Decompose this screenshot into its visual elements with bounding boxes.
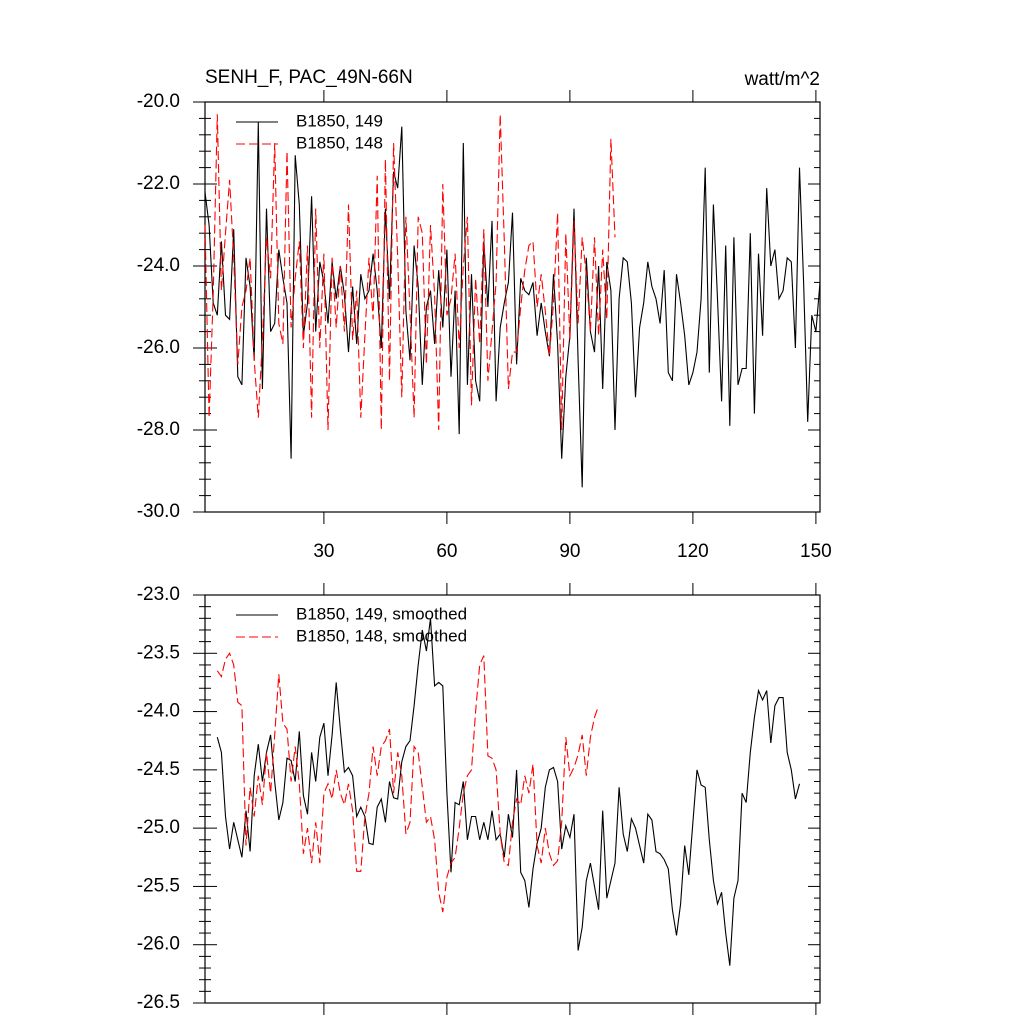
unit-label: watt/m^2: [744, 69, 820, 90]
series-line: [204, 122, 821, 488]
y-tick-label: -24.0: [137, 255, 180, 276]
plot-frame: [204, 101, 821, 513]
chart-title: SENH_F, PAC_49N-66N: [205, 67, 413, 88]
x-tick-label: 30: [313, 541, 334, 562]
legend-label: B1850, 148: [296, 133, 383, 152]
y-tick-label: -30.0: [137, 501, 180, 522]
y-tick-label: -24.0: [137, 701, 180, 722]
series-line: [204, 114, 616, 431]
y-tick-label: -20.0: [137, 91, 180, 112]
y-tick-label: -24.5: [137, 759, 180, 780]
y-tick-label: -26.0: [137, 337, 180, 358]
legend-label: B1850, 148, smoothed: [296, 626, 467, 645]
y-tick-label: -25.5: [137, 875, 180, 896]
y-tick-label: -23.5: [137, 642, 180, 663]
y-tick-label: -26.5: [137, 992, 180, 1013]
x-tick-label: 150: [800, 541, 832, 562]
y-tick-label: -23.0: [137, 584, 180, 605]
legend-label: B1850, 149, smoothed: [296, 604, 467, 623]
x-tick-label: 60: [436, 541, 457, 562]
x-tick-label: 90: [559, 541, 580, 562]
y-tick-label: -22.0: [137, 173, 180, 194]
series-line: [216, 618, 801, 966]
legend-label: B1850, 149: [296, 111, 383, 130]
y-tick-label: -28.0: [137, 419, 180, 440]
series-line: [216, 652, 600, 913]
y-tick-label: -26.0: [137, 934, 180, 955]
y-tick-label: -25.0: [137, 817, 180, 838]
plot-frame: [204, 594, 821, 1004]
x-tick-label: 120: [677, 541, 709, 562]
